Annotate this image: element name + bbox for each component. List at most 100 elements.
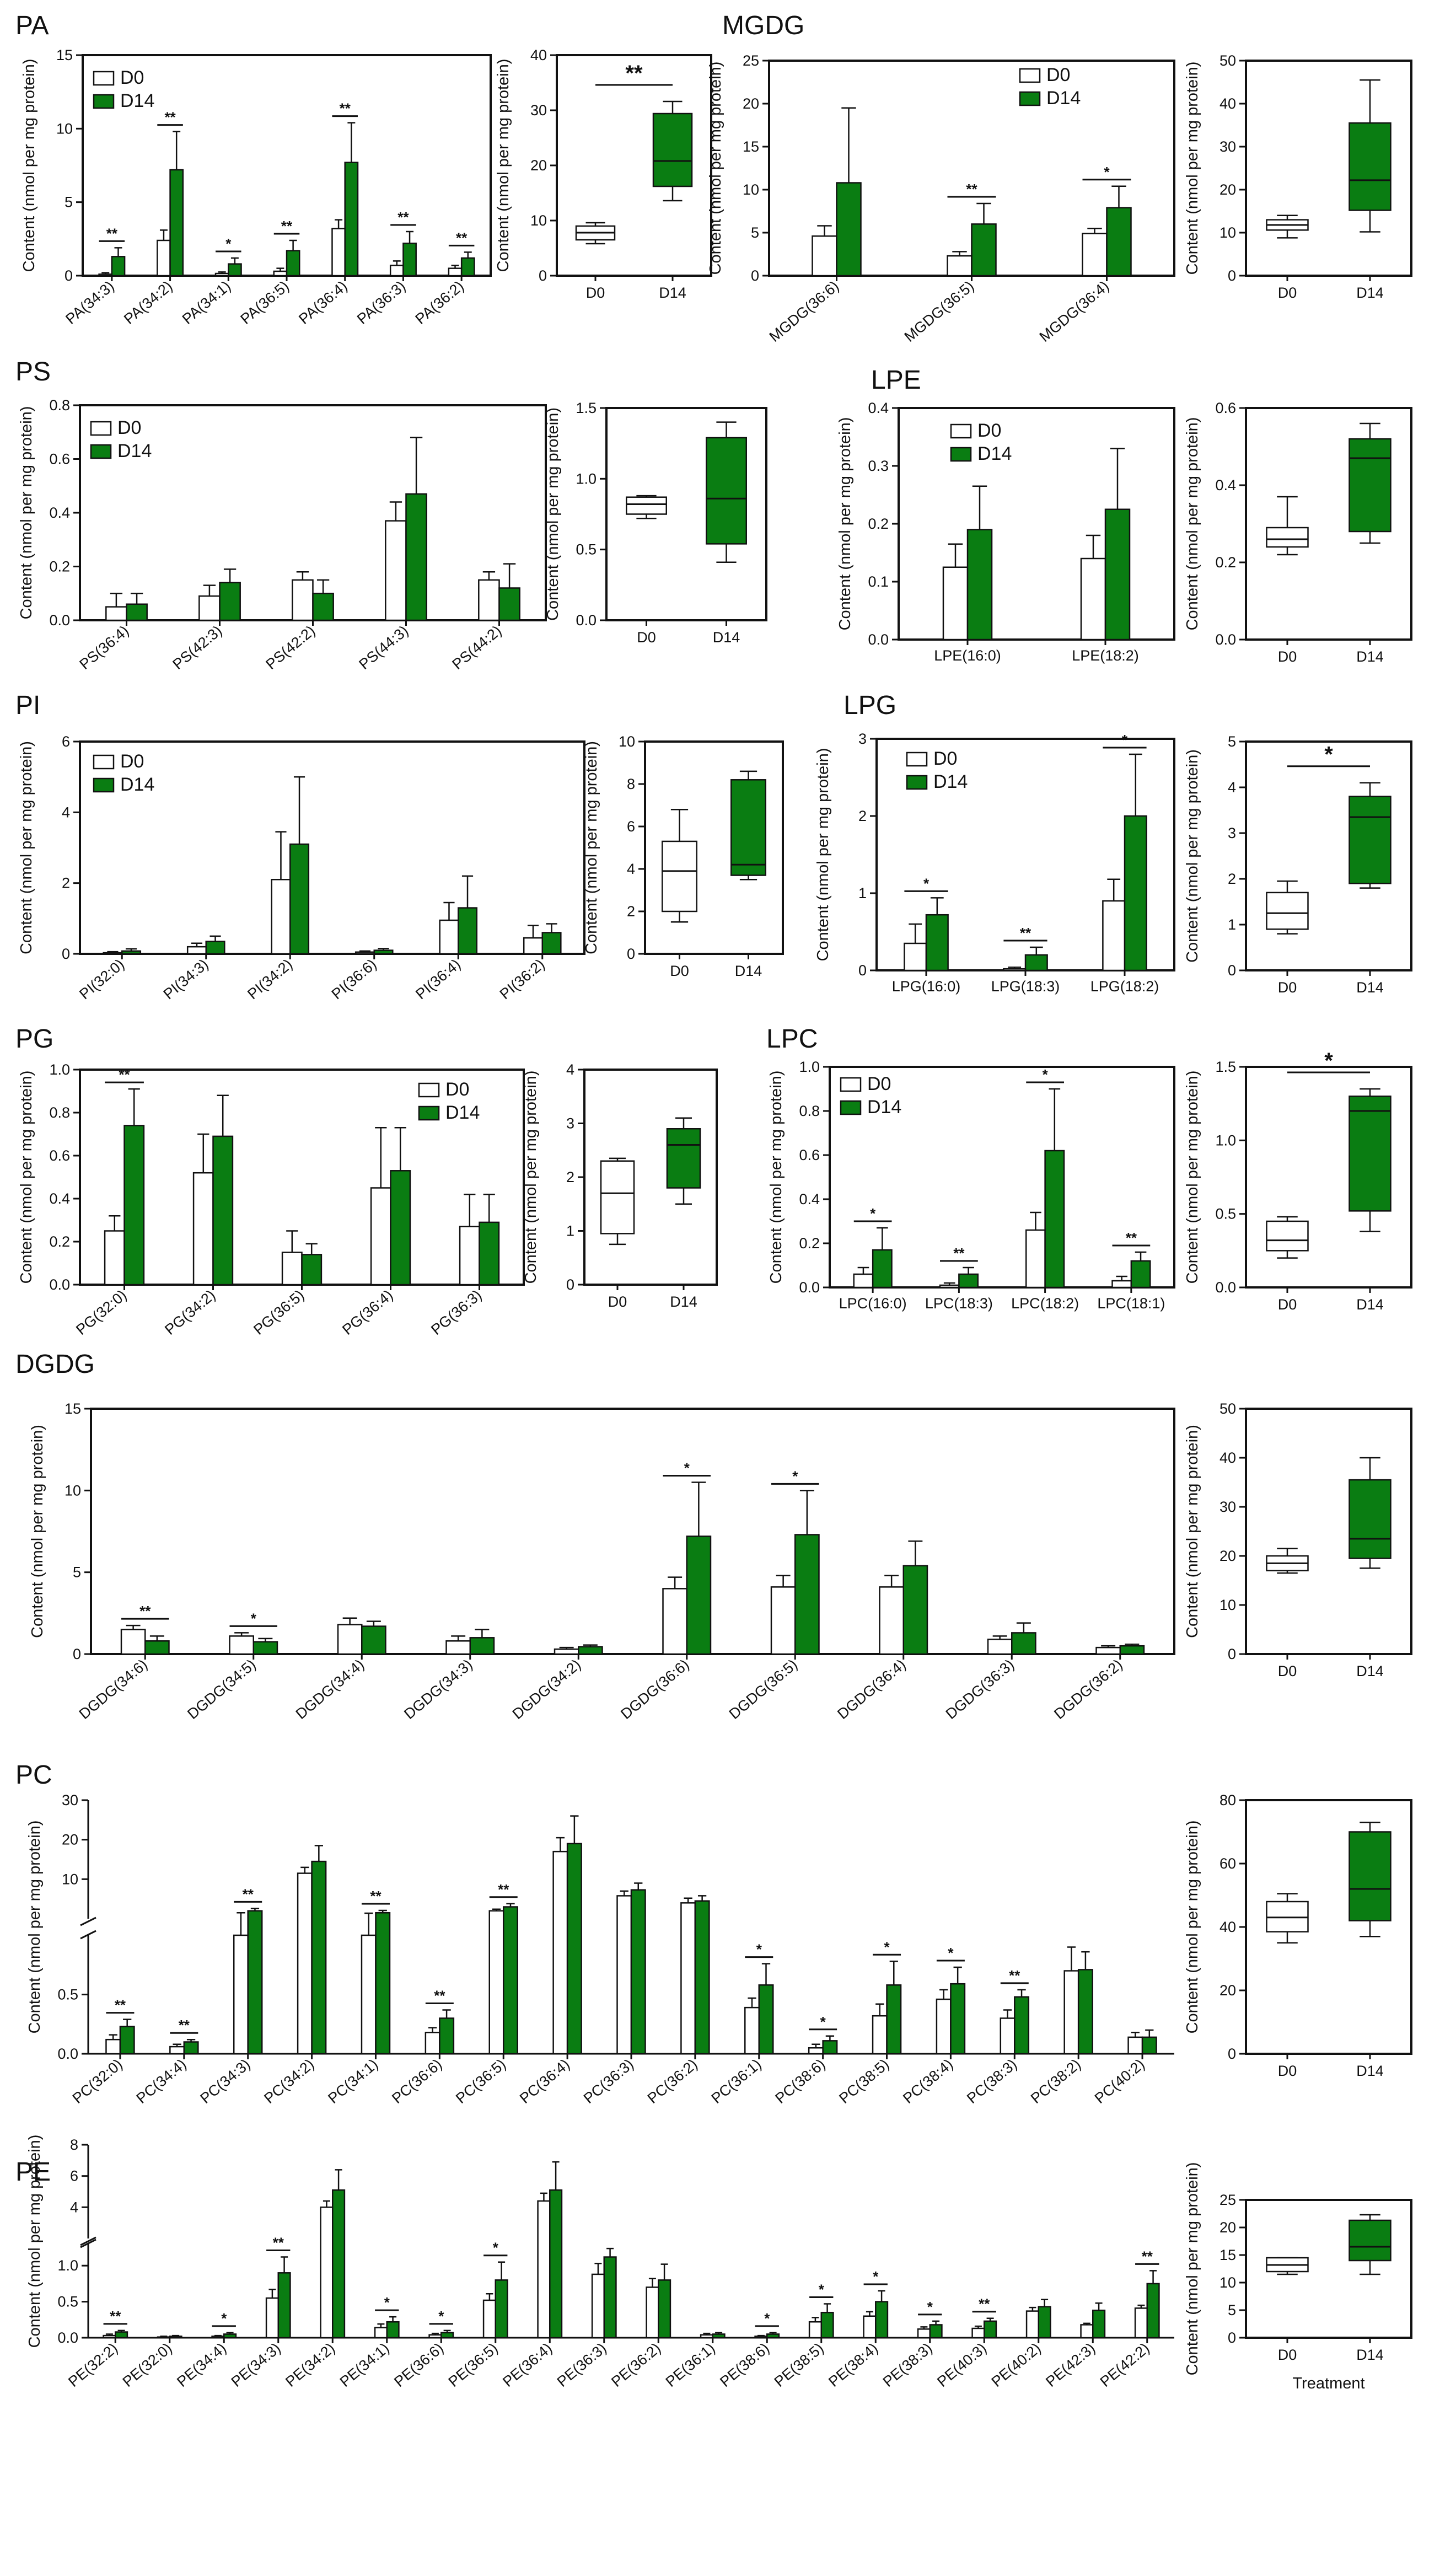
lpg-box-box-d0	[1266, 892, 1309, 930]
lpg-error-bar	[909, 923, 922, 943]
lpe-box-ytick-label: 0.2	[1215, 554, 1236, 571]
pg-error-bar	[197, 1133, 209, 1173]
ps-box-ytick-label: 0.0	[576, 612, 597, 629]
pe-bar-d14	[603, 2256, 617, 2339]
pc-error-bar	[506, 1903, 515, 1907]
pe-error-bar	[606, 2247, 614, 2257]
pg-error-bar	[217, 1094, 229, 1136]
lpe-box-ytick-label: 0.0	[1215, 631, 1236, 648]
pc-y-axis-label: Content (nmol per mg protein)	[26, 1821, 44, 2034]
pa-error-bar	[218, 271, 226, 273]
pi-bar-d14	[373, 949, 394, 955]
pe-error-bar	[1041, 2299, 1049, 2307]
pc-bar-chart: PC 0.0 0.5 10 20 30 Content (nmol per mg prote…	[15, 1760, 1174, 2107]
pe-category-label: PE(34:3)	[228, 2340, 284, 2390]
mgdg-ytick-label: 5	[751, 224, 759, 241]
lpg-legend-swatch-d0	[906, 751, 928, 767]
pa-bar-d0	[157, 239, 171, 277]
pe-bar-d0	[754, 2336, 768, 2339]
pa-box-ytick-label: 30	[530, 102, 547, 119]
pc-bar-d0	[616, 1895, 632, 2055]
pi-error-bar	[107, 951, 119, 953]
pe-bar-d14	[169, 2336, 182, 2339]
mgdg-box-category-label: D0	[1278, 284, 1297, 301]
pe-category-label: PE(40:2)	[988, 2340, 1044, 2390]
pc-bar-d14	[247, 1910, 263, 2055]
pa-error-bar	[464, 251, 472, 258]
pg-ytick-label: 0.2	[49, 1233, 70, 1250]
mgdg-box-ytick-label: 20	[1219, 181, 1236, 198]
pa-category-label: PA(34:1)	[179, 278, 234, 328]
ps-error-bar	[482, 571, 496, 580]
pa-sig-marker: **	[164, 109, 176, 126]
mgdg-box-plot: 0 10 20 30 40 50 Content (nmol per mg protein)…	[1184, 52, 1412, 301]
pg-box-y-axis-label: Content (nmol per mg protein)	[522, 1071, 540, 1284]
ps-error-bar	[389, 501, 402, 521]
lpc-error-bar	[877, 1227, 888, 1250]
lpc-bar-d0	[1111, 1280, 1132, 1289]
pa-error-bar	[101, 272, 110, 275]
ps-bar-d0	[198, 595, 221, 621]
ps-error-bar	[223, 568, 237, 583]
pc-error-bar	[634, 1882, 643, 1890]
pg-category-label: PG(36:4)	[339, 1287, 396, 1338]
pa-legend-label-d14: D14	[120, 90, 154, 111]
pa-bar-d14	[169, 169, 184, 277]
pc-bar-d14	[694, 1900, 710, 2055]
mgdg-error-bar	[1087, 227, 1102, 234]
lpc-sig-marker: **	[1126, 1230, 1137, 1246]
pi-bar-chart: PI 0 2 4 6 Content (nmol per mg protein) PI(32…	[15, 691, 585, 1003]
mgdg-error-bar	[976, 202, 991, 224]
pe-bar-d14	[1038, 2306, 1051, 2339]
ps-legend-label-d14: D14	[117, 441, 152, 461]
pi-bar-d0	[186, 946, 207, 955]
mgdg-box-box-d14	[1348, 122, 1391, 211]
pa-box-category-label: D0	[586, 284, 605, 301]
pe-box-box-d14	[1348, 2219, 1391, 2262]
pi-category-label: PI(34:3)	[160, 956, 212, 1003]
lpe-ytick-label: 0.4	[868, 400, 889, 416]
lpc-box-ytick-label: 1.5	[1215, 1059, 1236, 1075]
ps-bar-d14	[219, 582, 241, 621]
lpe-box-y-axis-label: Content (nmol per mg protein)	[1184, 417, 1201, 631]
lpg-error-bar	[1029, 946, 1043, 955]
lpe-box-whisker	[1277, 496, 1298, 556]
lpe-y-axis-label: Content (nmol per mg protein)	[836, 417, 854, 631]
pa-box-sig-marker: **	[625, 61, 643, 85]
dgdg-error-bar	[884, 1575, 899, 1587]
lpe-error-bar	[1110, 448, 1125, 509]
pe-error-bar	[648, 2278, 656, 2288]
pe-box-plot-frame	[1245, 2199, 1412, 2339]
lpc-box-whisker	[1360, 1088, 1380, 1232]
pi-bar-d0	[271, 879, 291, 955]
pe-bar-d0	[265, 2297, 279, 2339]
lpe-box-ytick-label: 0.4	[1215, 477, 1236, 493]
pe-error-bar	[160, 2336, 168, 2337]
lpc-error-bar	[1030, 1211, 1041, 1230]
lpc-box-plot-frame	[1245, 1066, 1412, 1289]
pe-box-x-axis-label: Treatment	[1292, 2375, 1364, 2392]
pe-category-label: PE(32:2)	[65, 2340, 121, 2390]
ps-error-bar	[203, 584, 216, 597]
pc-error-bar	[1081, 1951, 1090, 1970]
pc-sig-marker: **	[243, 1886, 254, 1902]
pg-error-bar	[464, 1193, 476, 1227]
pc-category-label: PC(40:2)	[1092, 2056, 1148, 2107]
pc-bar-d14	[886, 1984, 902, 2055]
pa-box-y-axis-label: Content (nmol per mg protein)	[495, 59, 512, 272]
lpg-ytick-label: 1	[858, 885, 867, 901]
dgdg-box-y-axis-label: Content (nmol per mg protein)	[1184, 1425, 1201, 1638]
pc-bar-d0	[552, 1850, 568, 2055]
pi-box-ytick-label: 2	[627, 903, 635, 920]
lpe-bar-d14	[966, 529, 993, 641]
pc-ytick-label: 30	[62, 1792, 78, 1808]
pg-box-ytick-label: 2	[566, 1169, 574, 1185]
ps-box-plot: 0.0 0.5 1.0 1.5 Content (nmol per mg protein…	[544, 400, 767, 646]
lpc-bar-d14	[1130, 1260, 1151, 1289]
ps-bar-d14	[126, 603, 148, 621]
pa-category-label: PA(36:5)	[237, 278, 292, 328]
lpe-ytick-label: 0.1	[868, 573, 889, 590]
pg-box-category-label: D14	[670, 1293, 697, 1310]
pi-box-category-label: D0	[670, 963, 689, 979]
pa-error-bar	[276, 267, 284, 271]
